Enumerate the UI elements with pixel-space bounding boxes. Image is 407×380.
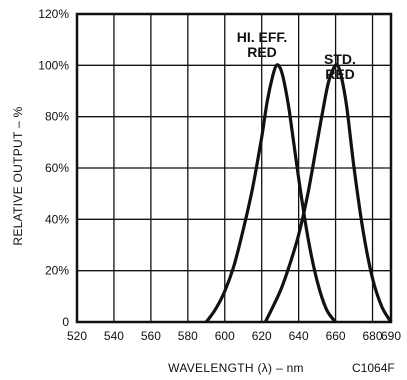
y-tick-labels: 0 20% 40% 60% 80% 100% 120% [38,7,69,329]
series-line-std-red [263,63,393,323]
x-tick-label: 620 [252,329,272,343]
x-tick-label: 640 [289,329,309,343]
y-tick-label: 100% [38,58,69,72]
x-tick-label: 600 [215,329,235,343]
y-axis-label: RELATIVE OUTPUT – % [11,106,25,245]
series-label-hi-eff-red: RED [247,44,277,60]
x-tick-label: 540 [104,329,124,343]
x-tick-label: 660 [326,329,346,343]
series-labels: HI. EFF.RED STD.RED [237,29,356,82]
y-tick-label: 40% [45,212,69,226]
series-label-std-red: STD. [324,51,356,67]
x-axis-label: WAVELENGTH (λ) – nm [168,361,304,375]
x-tick-label: 690 [381,329,401,343]
x-tick-label: 580 [178,329,198,343]
y-tick-label: 80% [45,110,69,124]
x-tick-label: 520 [67,329,87,343]
x-tick-label: 560 [141,329,161,343]
y-tick-label: 60% [45,161,69,175]
x-tick-label: 680 [363,329,383,343]
plot-frame [75,12,393,324]
series-label-std-red: RED [325,66,355,82]
y-tick-label: 120% [38,7,69,21]
y-tick-label: 20% [45,264,69,278]
figure-code-label: C1064F [352,361,395,375]
series-label-hi-eff-red: HI. EFF. [237,29,288,45]
series-group [204,63,393,323]
y-tick-label: 0 [62,315,69,329]
series-line-hi-eff-red [204,63,337,323]
